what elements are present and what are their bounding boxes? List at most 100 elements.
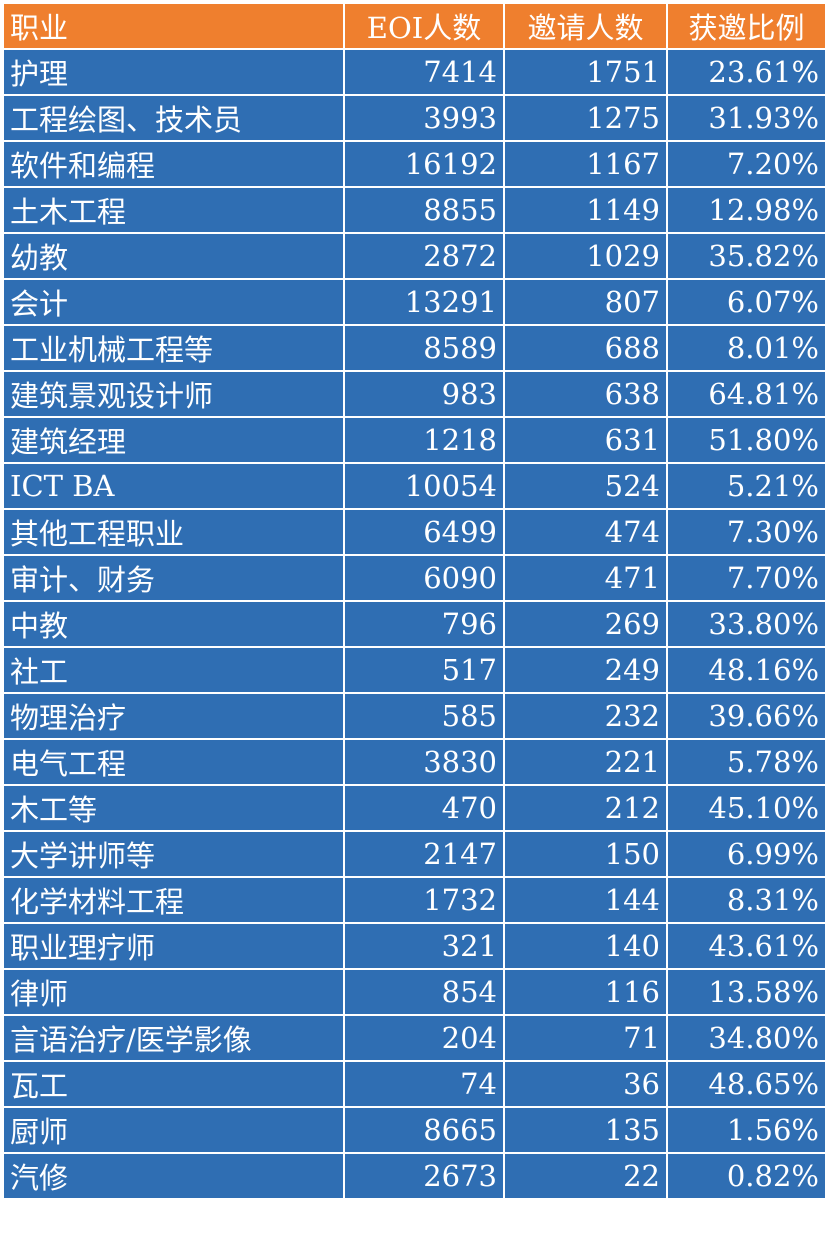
table-row: 物理治疗 585 232 39.66% [4,694,825,738]
cell-invited-count: 807 [505,280,666,324]
cell-invite-ratio: 34.80% [668,1016,825,1060]
cell-invite-ratio: 35.82% [668,234,825,278]
cell-invite-ratio: 1.56% [668,1108,825,1152]
cell-eoi-count: 2872 [345,234,503,278]
cell-invited-count: 135 [505,1108,666,1152]
cell-invite-ratio: 12.98% [668,188,825,232]
cell-eoi-count: 7414 [345,50,503,94]
table-row: 其他工程职业 6499 474 7.30% [4,510,825,554]
table-body: 护理 7414 1751 23.61% 工程绘图、技术员 3993 1275 31.93% 软件… [4,50,825,1198]
cell-invited-count: 144 [505,878,666,922]
cell-invited-count: 524 [505,464,666,508]
table-row: 护理 7414 1751 23.61% [4,50,825,94]
cell-occupation: ICT BA [4,464,343,508]
table-row: 木工等 470 212 45.10% [4,786,825,830]
cell-eoi-count: 8855 [345,188,503,232]
cell-occupation: 软件和编程 [4,142,343,186]
cell-invited-count: 212 [505,786,666,830]
cell-invited-count: 474 [505,510,666,554]
cell-invite-ratio: 23.61% [668,50,825,94]
cell-invited-count: 150 [505,832,666,876]
table-row: 厨师 8665 135 1.56% [4,1108,825,1152]
table-row: 律师 854 116 13.58% [4,970,825,1014]
cell-occupation: 工业机械工程等 [4,326,343,370]
table-row: 幼教 2872 1029 35.82% [4,234,825,278]
cell-invited-count: 221 [505,740,666,784]
table-row: 汽修 2673 22 0.82% [4,1154,825,1198]
cell-occupation: 中教 [4,602,343,646]
table-row: 审计、财务 6090 471 7.70% [4,556,825,600]
cell-invited-count: 1167 [505,142,666,186]
cell-eoi-count: 983 [345,372,503,416]
cell-invite-ratio: 31.93% [668,96,825,140]
cell-occupation: 大学讲师等 [4,832,343,876]
table-row: 化学材料工程 1732 144 8.31% [4,878,825,922]
table-row: 工程绘图、技术员 3993 1275 31.93% [4,96,825,140]
cell-eoi-count: 470 [345,786,503,830]
cell-occupation: 社工 [4,648,343,692]
cell-occupation: 汽修 [4,1154,343,1198]
cell-eoi-count: 3830 [345,740,503,784]
cell-occupation: 会计 [4,280,343,324]
cell-eoi-count: 8589 [345,326,503,370]
cell-eoi-count: 2673 [345,1154,503,1198]
cell-invited-count: 1149 [505,188,666,232]
cell-occupation: 土木工程 [4,188,343,232]
cell-occupation: 工程绘图、技术员 [4,96,343,140]
cell-eoi-count: 585 [345,694,503,738]
header-invited-count: 邀请人数 [505,4,666,48]
cell-invite-ratio: 7.70% [668,556,825,600]
cell-invite-ratio: 6.07% [668,280,825,324]
table-row: 会计 13291 807 6.07% [4,280,825,324]
cell-eoi-count: 10054 [345,464,503,508]
occupation-invitation-table: 职业 EOI人数 邀请人数 获邀比例 护理 7414 1751 23.61% 工程绘图、… [2,2,827,1200]
cell-invite-ratio: 8.31% [668,878,825,922]
cell-invited-count: 471 [505,556,666,600]
cell-invited-count: 116 [505,970,666,1014]
cell-invite-ratio: 51.80% [668,418,825,462]
cell-invited-count: 1275 [505,96,666,140]
cell-occupation: 律师 [4,970,343,1014]
table-row: 大学讲师等 2147 150 6.99% [4,832,825,876]
cell-invite-ratio: 13.58% [668,970,825,1014]
table-row: ICT BA 10054 524 5.21% [4,464,825,508]
cell-invited-count: 249 [505,648,666,692]
cell-invited-count: 638 [505,372,666,416]
cell-eoi-count: 6090 [345,556,503,600]
cell-invite-ratio: 7.30% [668,510,825,554]
cell-occupation: 瓦工 [4,1062,343,1106]
cell-eoi-count: 2147 [345,832,503,876]
cell-invited-count: 71 [505,1016,666,1060]
cell-eoi-count: 1732 [345,878,503,922]
cell-invited-count: 688 [505,326,666,370]
cell-eoi-count: 517 [345,648,503,692]
cell-occupation: 化学材料工程 [4,878,343,922]
table-row: 职业理疗师 321 140 43.61% [4,924,825,968]
cell-invite-ratio: 39.66% [668,694,825,738]
cell-invited-count: 232 [505,694,666,738]
cell-eoi-count: 854 [345,970,503,1014]
cell-invite-ratio: 6.99% [668,832,825,876]
cell-eoi-count: 204 [345,1016,503,1060]
cell-occupation: 建筑景观设计师 [4,372,343,416]
cell-invited-count: 1751 [505,50,666,94]
cell-invite-ratio: 5.78% [668,740,825,784]
cell-occupation: 言语治疗/医学影像 [4,1016,343,1060]
table-row: 软件和编程 16192 1167 7.20% [4,142,825,186]
cell-invited-count: 140 [505,924,666,968]
cell-invite-ratio: 43.61% [668,924,825,968]
cell-invite-ratio: 33.80% [668,602,825,646]
table-row: 工业机械工程等 8589 688 8.01% [4,326,825,370]
cell-invite-ratio: 0.82% [668,1154,825,1198]
cell-occupation: 木工等 [4,786,343,830]
cell-invite-ratio: 7.20% [668,142,825,186]
cell-occupation: 电气工程 [4,740,343,784]
cell-eoi-count: 8665 [345,1108,503,1152]
cell-occupation: 建筑经理 [4,418,343,462]
table-row: 社工 517 249 48.16% [4,648,825,692]
header-invite-ratio: 获邀比例 [668,4,825,48]
cell-eoi-count: 74 [345,1062,503,1106]
cell-occupation: 审计、财务 [4,556,343,600]
cell-eoi-count: 6499 [345,510,503,554]
cell-eoi-count: 1218 [345,418,503,462]
